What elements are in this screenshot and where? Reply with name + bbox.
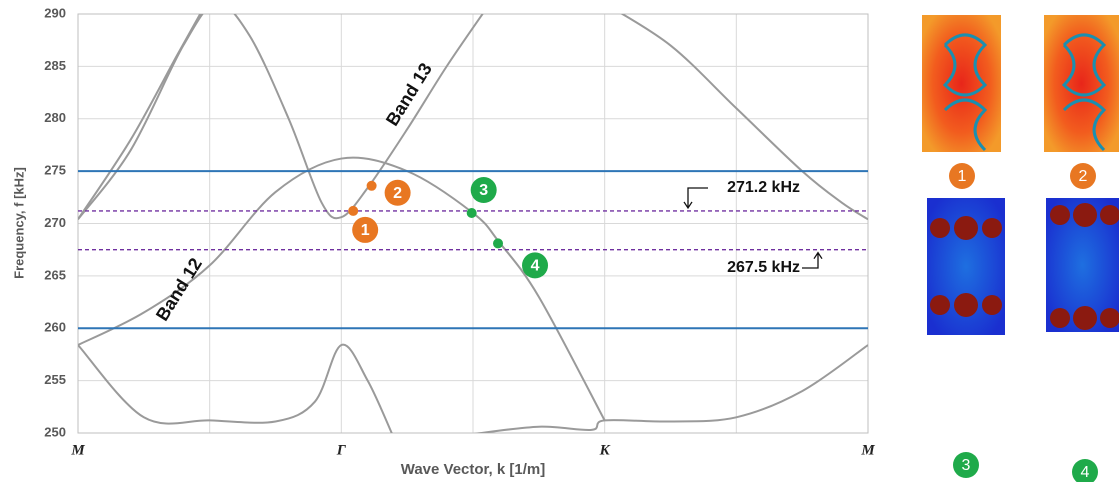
y-tick-label: 280 [44, 110, 66, 125]
y-tick-label: 275 [44, 163, 66, 178]
x-axis-label: Wave Vector, k [1/m] [401, 461, 546, 478]
mode-point [493, 238, 503, 248]
x-tick-label: K [599, 442, 611, 458]
image-badge-label: 3 [962, 457, 971, 474]
arrow [802, 253, 822, 268]
band-curve [473, 345, 868, 434]
point-badge-label: 3 [479, 182, 488, 199]
band-curve [78, 345, 394, 439]
point-badge-label: 1 [361, 222, 370, 239]
y-tick-label: 265 [44, 267, 66, 282]
band-label: Band 12 [152, 254, 206, 324]
y-tick-label: 270 [44, 215, 66, 230]
image-badge-label: 4 [1081, 464, 1090, 481]
mode-point [367, 181, 377, 191]
image-badge-label: 1 [958, 168, 967, 185]
mode-point [467, 208, 477, 218]
band-curve [78, 9, 203, 220]
mode-point [348, 206, 358, 216]
y-tick-label: 285 [44, 58, 66, 73]
y-axis-label: Frequency, f [kHz] [11, 167, 26, 279]
y-tick-label: 260 [44, 320, 66, 335]
arrow [684, 188, 708, 208]
point-badge-label: 2 [393, 185, 402, 202]
point-badge-label: 4 [531, 258, 540, 275]
reference-label: 267.5 kHz [727, 259, 800, 276]
y-tick-label: 290 [44, 5, 66, 20]
y-tick-label: 250 [44, 424, 66, 439]
y-tick-label: 255 [44, 372, 66, 387]
x-tick-label: M [860, 442, 875, 458]
x-tick-label: Γ [336, 442, 347, 458]
reference-label: 271.2 kHz [727, 179, 800, 196]
chart: Frequency, f [kHz] Wave Vector, k [1/m] … [0, 0, 1119, 482]
image-badge-label: 2 [1079, 168, 1088, 185]
x-tick-label: M [70, 442, 85, 458]
